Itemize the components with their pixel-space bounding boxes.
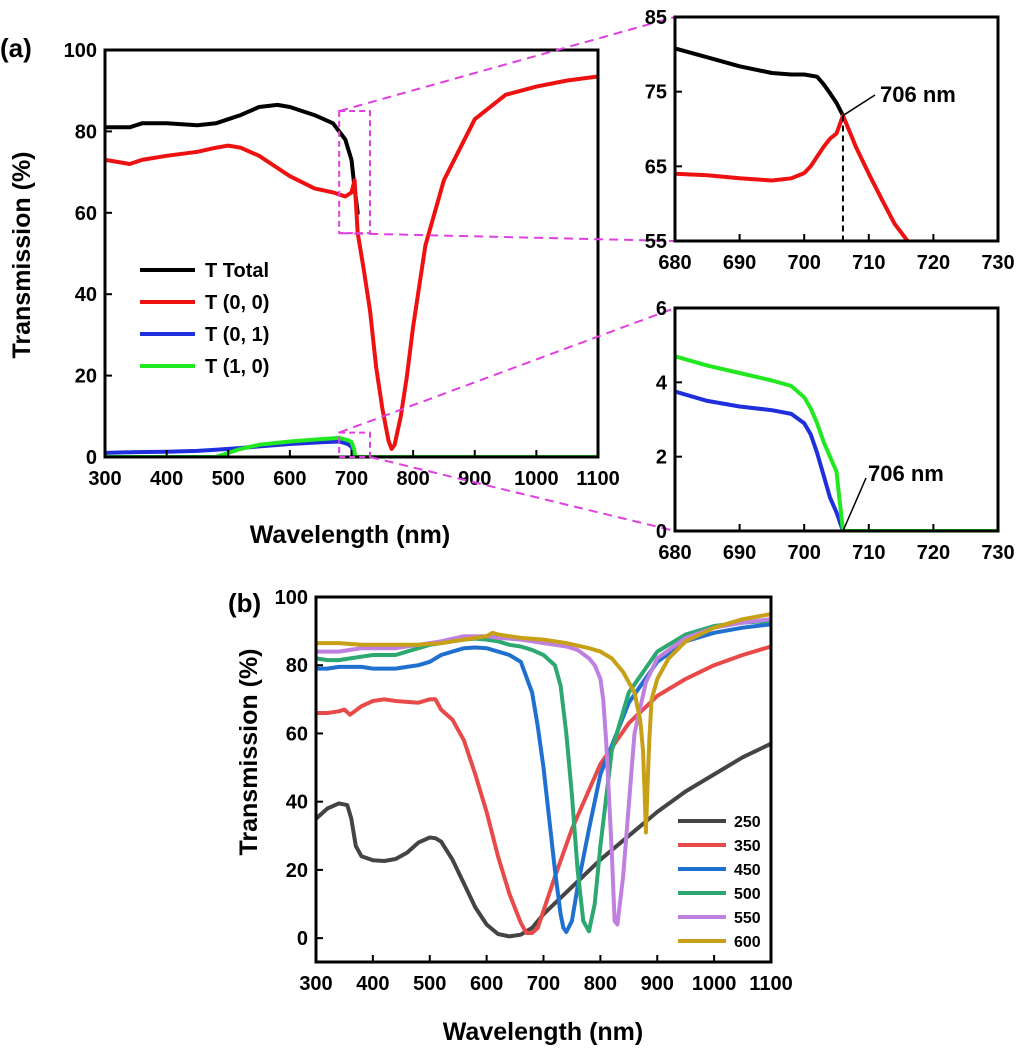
inset-top-frame [673,15,1000,243]
main-xtick-label-6: 900 [458,468,491,490]
b-xlabel: Wavelength (nm) [443,1018,643,1046]
main-xlabel: Wavelength (nm) [250,521,450,549]
b-ytick-label-2: 40 [286,792,308,814]
inset-bottom-annotation-leader [842,477,867,532]
main-ytick-label-3: 60 [75,203,97,225]
b-ytick-label-0: 0 [297,928,308,950]
inset-bottom-annotation: 706 nm [868,461,944,486]
b-xtick-label-1: 400 [356,973,389,995]
main-xtick-label-3: 600 [273,468,306,490]
b-xtick-label-5: 800 [584,973,617,995]
panel-label-b: (b) [228,588,261,618]
inset-top-xtick-label-3: 710 [852,252,885,274]
inset-top-ytick-label-1: 65 [645,156,667,178]
b-xtick-label-6: 900 [641,973,674,995]
b-xtick-label-8: 1100 [749,973,792,995]
main-ylabel: Transmission (%) [8,152,36,359]
zoom-connector-top-2 [339,232,676,242]
inset-bottom-xtick-label-0: 680 [658,542,691,564]
zoom-box-bottom [338,431,371,458]
b-ytick-label-5: 100 [275,587,308,609]
main-ytick-label-4: 80 [75,121,97,143]
main-xtick-label-4: 700 [335,468,368,490]
b-ytick-label-3: 60 [286,723,308,745]
main-series-t-0-0--1 [105,74,598,451]
inset-bottom-xtick-label-1: 690 [723,542,756,564]
b-xtick-label-0: 300 [299,973,332,995]
b-xtick-label-4: 700 [527,973,560,995]
main-xtick-label-8: 1100 [576,468,619,490]
b-xtick-label-3: 600 [470,973,503,995]
main-xtick-label-7: 1000 [514,468,559,490]
panel-label-a: (a) [0,33,32,63]
inset-top-ytick-label-2: 75 [645,82,667,104]
inset-bottom-xtick-label-4: 720 [917,542,950,564]
inset-bottom-frame [673,306,1000,533]
b-series-500-3 [316,618,771,934]
b-series-450-2 [316,622,771,934]
main-ytick-label-0: 0 [86,447,97,469]
zoom-connector-bottom-1 [338,307,676,434]
main-ytick-label-1: 20 [75,366,97,388]
b-legend-label-5: 600 [734,934,761,951]
main-legend-label-2: T (0, 1) [205,324,269,346]
b-series-350-1 [316,644,771,935]
b-ylabel: Transmission (%) [235,649,263,856]
inset-top-annotation: 706 nm [880,82,956,107]
b-ytick-label-4: 80 [286,655,308,677]
main-xtick-label-0: 300 [88,468,121,490]
inset-bottom-ytick-label-1: 2 [656,447,667,469]
main-ytick-label-2: 40 [75,284,97,306]
b-legend-label-1: 350 [734,838,761,855]
inset-bottom-ytick-label-0: 0 [656,521,667,543]
main-ytick-label-5: 100 [64,40,97,62]
main-series-t-total-0 [105,102,360,215]
main-legend-label-3: T (1, 0) [205,356,269,378]
inset-bottom-ytick-label-3: 6 [656,298,667,320]
inset-top-xtick-label-4: 720 [917,252,950,274]
inset-top-xtick-label-0: 680 [658,252,691,274]
b-ytick-label-1: 20 [286,860,308,882]
inset-bottom-xtick-label-3: 710 [852,542,885,564]
main-xtick-label-1: 400 [150,468,183,490]
inset-bottom-xtick-label-5: 730 [981,542,1014,564]
b-frame [314,595,773,964]
inset-bottom-xtick-label-2: 700 [788,542,821,564]
inset-top-xtick-label-2: 700 [788,252,821,274]
inset-top-annotation-leader [842,94,876,117]
inset-top-ytick-label-0: 55 [645,231,667,253]
b-xtick-label-7: 1000 [692,973,737,995]
main-legend-label-1: T (0, 0) [205,292,269,314]
main-xtick-label-2: 500 [212,468,245,490]
b-series-550-4 [316,617,771,927]
b-legend-label-0: 250 [734,814,761,831]
main-xtick-label-5: 800 [396,468,429,490]
b-series-600-5 [316,612,771,835]
b-legend-label-3: 500 [734,886,761,903]
inset-top-series-t-0-0--1 [675,113,910,241]
inset-top-ytick-label-3: 85 [645,7,667,29]
inset-bottom-series-t-0-1--0 [675,389,845,531]
zoom-connector-top-1 [338,16,676,113]
zoom-connector-bottom-2 [369,456,676,532]
b-legend-label-4: 550 [734,910,761,927]
inset-top-series-t-total-0 [675,46,845,118]
plot-layer: 300 400 500 600 700 800 900 1000 110002040608010… [64,7,1015,995]
inset-top-xtick-label-1: 690 [723,252,756,274]
inset-bottom-series-t-1-0--1 [675,354,998,531]
b-legend-label-2: 450 [734,862,761,879]
main-legend-label-0: T Total [205,260,269,282]
b-xtick-label-2: 500 [413,973,446,995]
inset-bottom-ytick-label-2: 4 [656,372,668,394]
zoom-box-top [338,110,371,235]
inset-top-xtick-label-5: 730 [981,252,1014,274]
